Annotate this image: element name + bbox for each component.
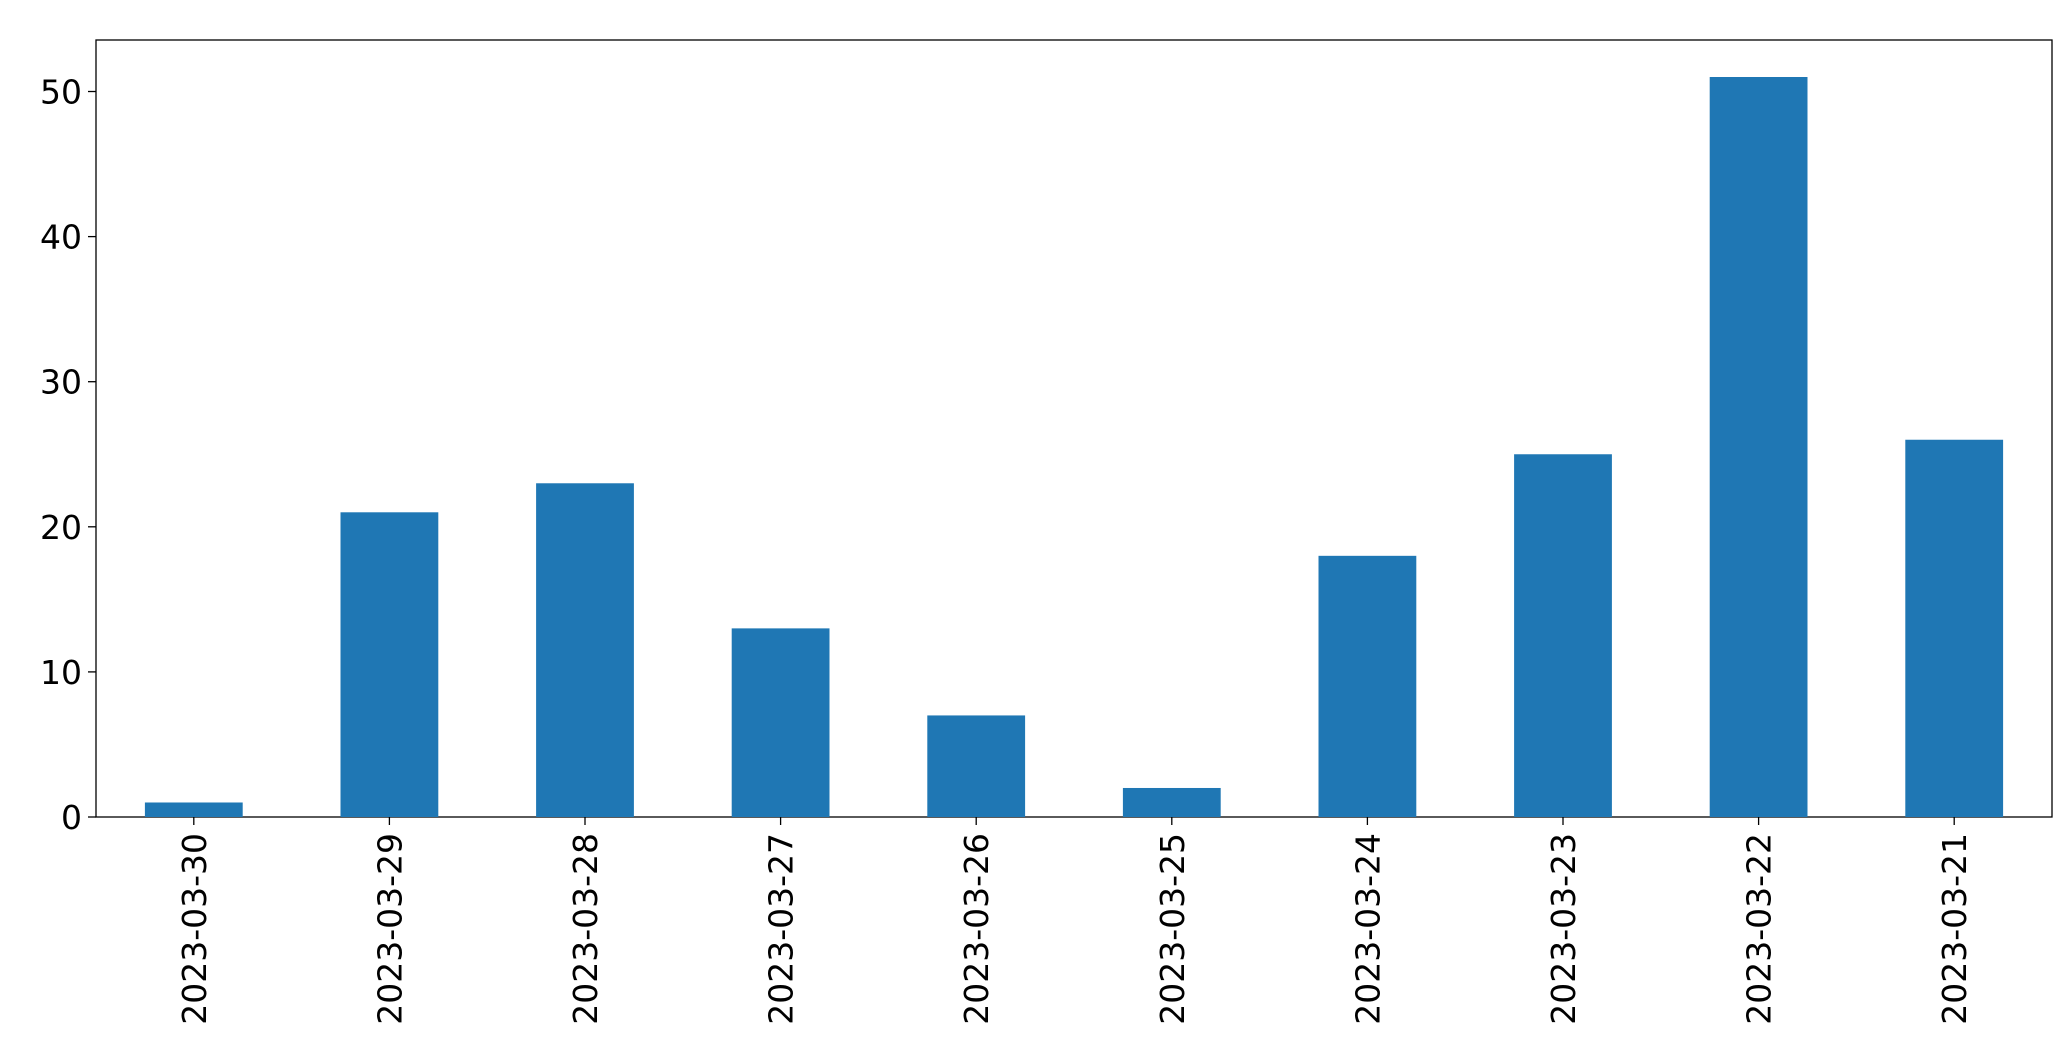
x-tick-label: 2023-03-22 bbox=[1740, 833, 1779, 1025]
bar bbox=[1709, 77, 1808, 817]
x-tick-label: 2023-03-30 bbox=[175, 833, 214, 1025]
plot-frame bbox=[95, 39, 2053, 818]
x-tick-label: 2023-03-25 bbox=[1153, 833, 1192, 1025]
x-tick-label: 2023-03-27 bbox=[762, 833, 801, 1025]
bar bbox=[1122, 787, 1221, 817]
bar bbox=[731, 628, 830, 817]
bar bbox=[1318, 555, 1417, 817]
y-tick-label: 10 bbox=[40, 653, 82, 692]
x-tick-label: 2023-03-23 bbox=[1544, 833, 1583, 1025]
x-tick-label: 2023-03-26 bbox=[957, 833, 996, 1025]
bar bbox=[144, 802, 243, 817]
x-tick-label: 2023-03-24 bbox=[1348, 833, 1387, 1025]
y-tick-label: 50 bbox=[40, 73, 82, 112]
x-tick-label: 2023-03-28 bbox=[566, 833, 605, 1025]
bar bbox=[1905, 439, 2004, 817]
y-tick-label: 20 bbox=[40, 508, 82, 547]
bar bbox=[927, 715, 1026, 817]
y-tick-label: 30 bbox=[40, 363, 82, 402]
x-tick-label: 2023-03-21 bbox=[1935, 833, 1974, 1025]
bar bbox=[1514, 454, 1612, 817]
x-tick-label: 2023-03-29 bbox=[370, 833, 409, 1025]
y-tick-label: 40 bbox=[40, 218, 82, 257]
bar bbox=[340, 512, 439, 817]
y-tick-label: 0 bbox=[61, 798, 82, 837]
bar bbox=[536, 483, 634, 817]
